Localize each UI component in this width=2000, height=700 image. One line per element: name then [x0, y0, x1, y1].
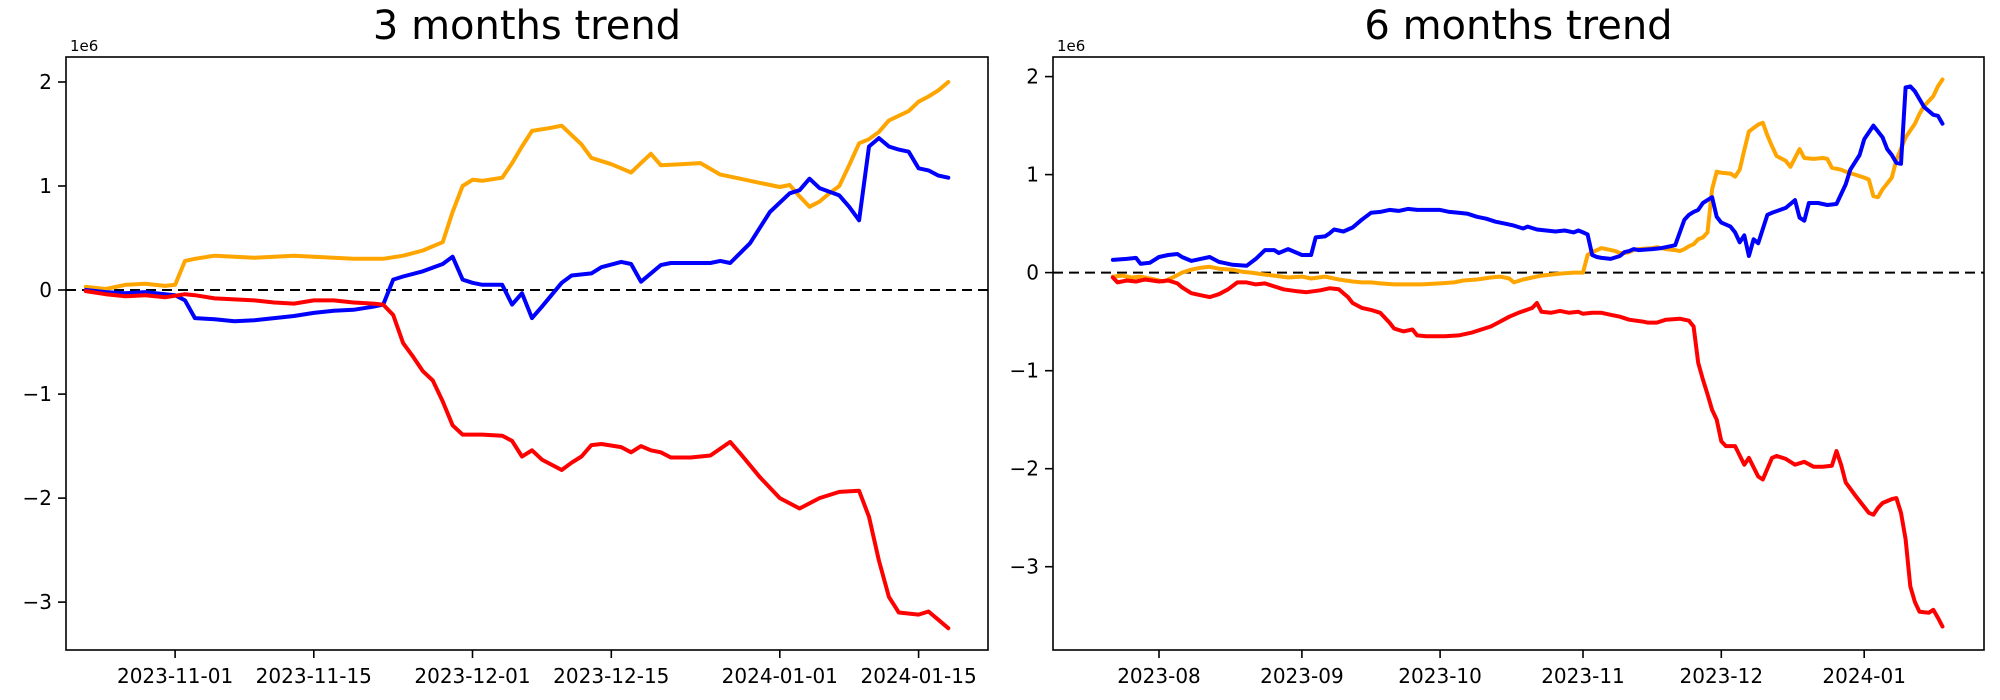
y-tick-label: 2: [39, 70, 52, 94]
plot-area-6-months: 2 1 0 −1 −2 −3 2023-08 2023-09 2023-10 2023-11 202…: [1010, 56, 1985, 688]
plot-area-3-months: 2 1 0 −1 −2 −3 2023-11-01 2023-11-15 2023-12-01 2…: [23, 56, 989, 688]
y-tick-label: −3: [1010, 555, 1039, 579]
y-tick-label: 2: [1026, 65, 1039, 89]
x-tick-label: 2023-11: [1541, 664, 1625, 688]
chart-3-months-trend: 2 1 0 −1 −2 −3 2023-11-01 2023-11-15 2023-12-01 2…: [23, 3, 989, 688]
y-axis-multiplier-label: 1e6: [1057, 37, 1086, 55]
orange-series: [1110, 77, 1945, 287]
x-tick-label: 2023-12-01: [414, 664, 530, 688]
x-tick-label: 2024-01-01: [722, 664, 838, 688]
x-tick-label: 2024-01-15: [860, 664, 976, 688]
x-tick-label: 2023-09: [1260, 664, 1344, 688]
red-series: [1110, 275, 1945, 629]
axes-frame: [1052, 56, 1985, 651]
chart-title: 3 months trend: [372, 3, 682, 49]
y-tick-label: −1: [1010, 359, 1039, 383]
y-tick-label: 0: [39, 278, 52, 302]
x-tick-label: 2024-01: [1822, 664, 1906, 688]
y-tick-label: −3: [23, 590, 52, 614]
chart-6-months-trend: 2 1 0 −1 −2 −3 2023-08 2023-09 2023-10 2023-11 202…: [1000, 0, 2000, 700]
y-axis-multiplier-label: 1e6: [70, 37, 99, 55]
y-tick-label: −2: [1010, 457, 1039, 481]
blue-series: [1110, 84, 1945, 268]
x-tick-label: 2023-08: [1117, 664, 1201, 688]
x-tick-label: 2023-12-15: [553, 664, 669, 688]
x-tick-label: 2023-12: [1680, 664, 1764, 688]
chart-title: 6 months trend: [1364, 3, 1673, 49]
y-tick-label: −2: [23, 486, 52, 510]
orange-series: [83, 80, 951, 291]
x-tick-label: 2023-10: [1398, 664, 1482, 688]
y-tick-label: 0: [1026, 261, 1039, 285]
red-series: [83, 289, 951, 631]
y-tick-label: 1: [39, 174, 52, 198]
x-tick-label: 2023-11-01: [117, 664, 233, 688]
blue-series: [83, 136, 951, 324]
y-tick-label: −1: [23, 382, 52, 406]
axes-frame: [65, 56, 989, 651]
y-tick-label: 1: [1026, 163, 1039, 187]
x-tick-label: 2023-11-15: [256, 664, 372, 688]
